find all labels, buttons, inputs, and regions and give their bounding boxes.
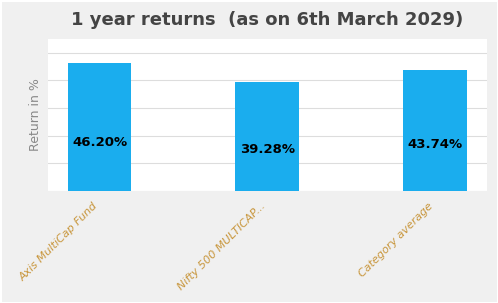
Text: 39.28%: 39.28% xyxy=(240,143,295,156)
Bar xyxy=(403,70,467,191)
Title: 1 year returns  (as on 6th March 2029): 1 year returns (as on 6th March 2029) xyxy=(71,11,464,29)
Text: 43.74%: 43.74% xyxy=(407,138,463,152)
Text: 46.20%: 46.20% xyxy=(72,136,127,149)
Bar xyxy=(68,63,131,191)
Y-axis label: Return in %: Return in % xyxy=(29,78,42,152)
Bar xyxy=(236,82,299,191)
